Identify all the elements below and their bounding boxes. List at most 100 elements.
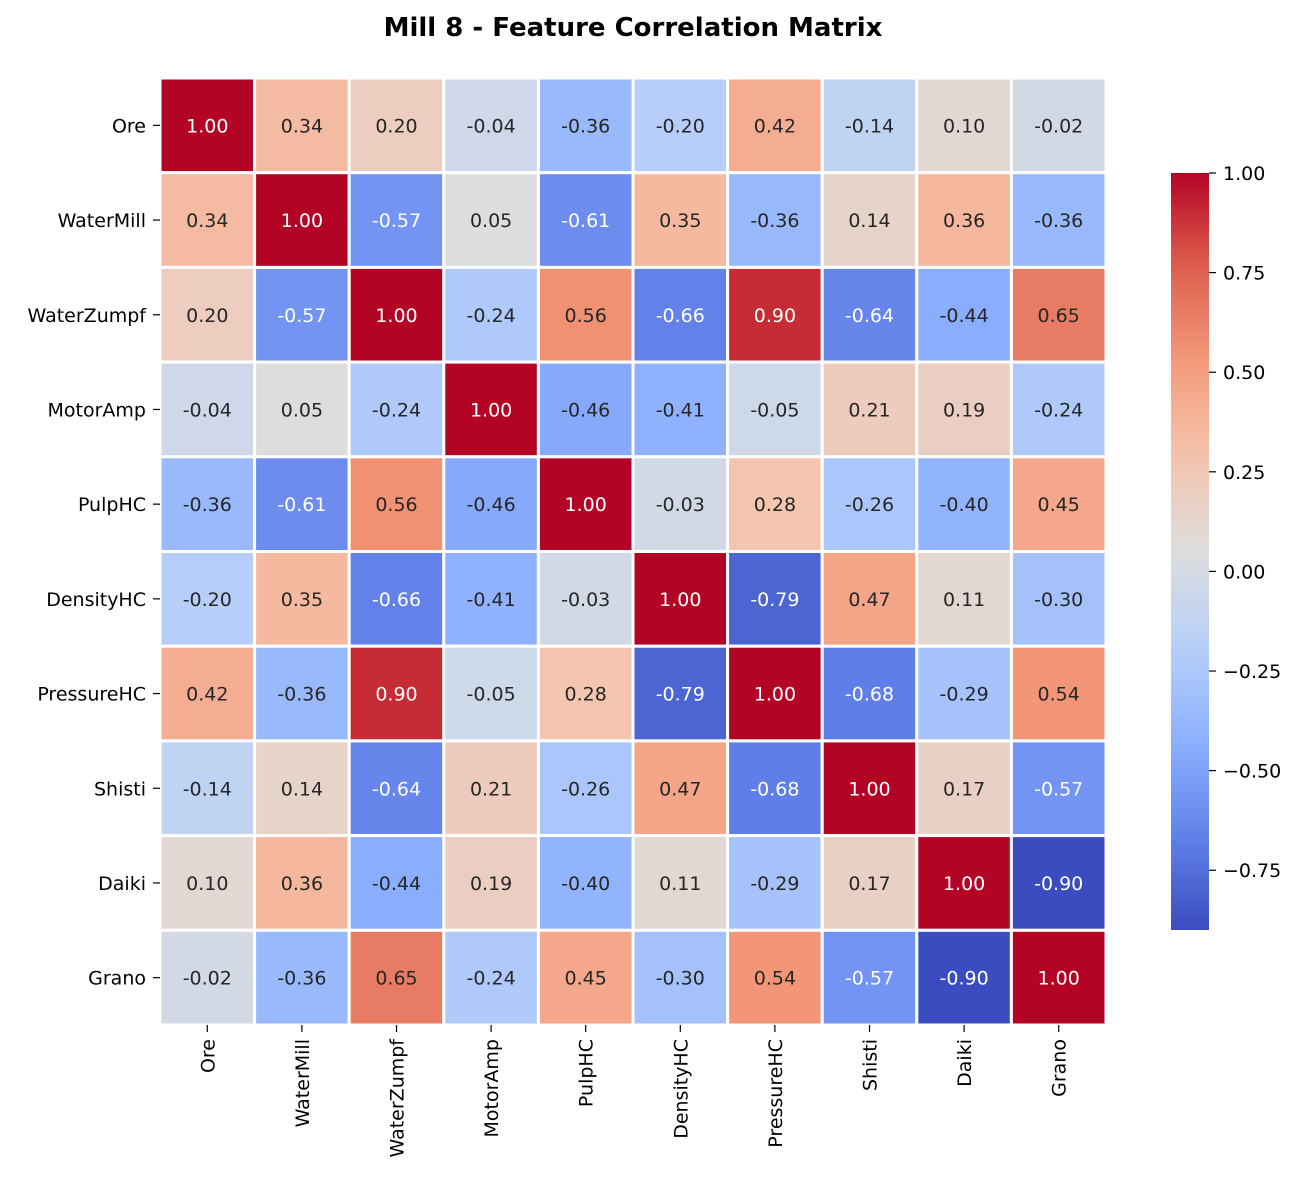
cell-value-label: -0.40 — [940, 494, 989, 516]
cell-value-label: 0.20 — [186, 305, 228, 327]
heatmap-cell-Shisti-PressureHC — [726, 739, 824, 838]
x-tick-label: Shisti — [860, 1039, 882, 1091]
cell-value-label: 0.28 — [754, 494, 796, 516]
cell-value-label: -0.61 — [277, 494, 326, 516]
heatmap-cell-Ore-Grano — [1009, 76, 1108, 175]
heatmap-cell-Shisti-Grano — [1009, 739, 1108, 838]
x-tick-label: Ore — [197, 1039, 219, 1073]
colorbar-tick-label: −0.50 — [1223, 761, 1281, 783]
cell-value-label: 0.17 — [943, 778, 985, 800]
cell-value-label: 1.00 — [943, 873, 985, 895]
y-tick-label: Ore — [112, 115, 146, 137]
y-tick-label: MotorAmp — [48, 399, 146, 421]
cell-value-label: -0.90 — [1034, 873, 1083, 895]
cell-value-label: -0.79 — [750, 589, 799, 611]
heatmap-cell-PressureHC-Daiki — [915, 644, 1013, 743]
heatmap-cell-Grano-DensityHC — [631, 928, 730, 1027]
colorbar-tick-label: 0.25 — [1223, 462, 1265, 484]
cell-value-label: 0.36 — [281, 873, 323, 895]
heatmap-cell-Shisti-Daiki — [915, 739, 1013, 838]
x-tick-label: PulpHC — [576, 1039, 598, 1107]
cell-value-label: 1.00 — [186, 115, 228, 137]
heatmap-cell-WaterMill-Daiki — [915, 171, 1013, 269]
heatmap-cell-WaterMill-MotorAmp — [442, 171, 540, 269]
cell-value-label: -0.30 — [1034, 589, 1083, 611]
cell-value-label: -0.44 — [372, 873, 421, 895]
heatmap-cell-Daiki-PulpHC — [536, 834, 635, 932]
cell-value-label: -0.14 — [845, 115, 894, 137]
cell-value-label: -0.24 — [467, 968, 516, 990]
heatmap-cell-PressureHC-MotorAmp — [442, 644, 540, 743]
cell-value-label: 0.11 — [943, 589, 985, 611]
cell-value-label: 0.42 — [186, 684, 228, 706]
heatmap-cell-PulpHC-PulpHC — [536, 455, 635, 553]
heatmap-cell-Grano-Grano — [1009, 928, 1108, 1027]
heatmap-cell-Shisti-DensityHC — [631, 739, 730, 838]
cell-value-label: 0.14 — [281, 778, 323, 800]
heatmap-cell-PressureHC-DensityHC — [631, 644, 730, 743]
cell-value-label: -0.66 — [656, 305, 705, 327]
heatmap-cell-Shisti-PulpHC — [536, 739, 635, 838]
heatmap-cell-DensityHC-Daiki — [915, 550, 1013, 648]
cell-value-label: -0.02 — [183, 968, 232, 990]
heatmap-cell-MotorAmp-PressureHC — [726, 360, 824, 459]
heatmap-cell-Daiki-WaterMill — [253, 834, 351, 932]
cell-value-label: -0.36 — [561, 115, 610, 137]
heatmap-cell-Ore-WaterMill — [253, 76, 351, 175]
cell-value-label: 0.36 — [943, 210, 985, 232]
cell-value-label: -0.24 — [467, 305, 516, 327]
cell-value-label: -0.36 — [750, 210, 799, 232]
heatmap-cell-WaterZumpf-WaterZumpf — [347, 265, 446, 364]
cell-value-label: 0.35 — [281, 589, 323, 611]
x-tick-label: WaterZumpf — [387, 1038, 409, 1158]
cell-value-label: 0.90 — [375, 684, 417, 706]
x-axis: Ore WaterMill WaterZumpf MotorAmp PulpHC Dens… — [197, 1025, 1071, 1158]
colorbar-tick-label: 0.00 — [1223, 561, 1265, 583]
cell-value-label: 0.54 — [1038, 684, 1080, 706]
cell-value-label: 1.00 — [470, 399, 512, 421]
heatmap-cell-WaterMill-Grano — [1009, 171, 1108, 269]
cell-value-label: -0.24 — [372, 399, 421, 421]
cell-value-label: 0.19 — [470, 873, 512, 895]
cell-value-label: -0.04 — [467, 115, 516, 137]
cell-value-label: 0.10 — [943, 115, 985, 137]
cell-value-label: 1.00 — [281, 210, 323, 232]
cell-value-label: -0.57 — [845, 968, 894, 990]
cell-value-label: -0.05 — [467, 684, 516, 706]
heatmap-cell-Daiki-Shisti — [820, 834, 919, 932]
x-tick-label: Grano — [1049, 1039, 1071, 1097]
heatmap-cell-Grano-Shisti — [820, 928, 919, 1027]
heatmap-cell-DensityHC-WaterZumpf — [347, 550, 446, 648]
cell-value-label: 0.56 — [375, 494, 417, 516]
x-tick-label: WaterMill — [292, 1039, 314, 1127]
heatmap-cell-WaterMill-PressureHC — [726, 171, 824, 269]
cell-value-label: 1.00 — [1038, 968, 1080, 990]
y-tick-label: Daiki — [98, 873, 146, 895]
cell-value-label: -0.14 — [183, 778, 232, 800]
colorbar-tick-label: −0.25 — [1223, 661, 1281, 683]
cell-value-label: -0.36 — [183, 494, 232, 516]
cell-value-label: -0.57 — [372, 210, 421, 232]
heatmap-cell-Shisti-WaterMill — [253, 739, 351, 838]
cell-value-label: 1.00 — [848, 778, 890, 800]
cell-value-label: 0.14 — [848, 210, 890, 232]
cell-value-label: -0.44 — [940, 305, 989, 327]
cell-value-label: -0.64 — [372, 778, 421, 800]
cell-value-label: 1.00 — [659, 589, 701, 611]
colorbar-tick-label: 0.50 — [1223, 362, 1265, 384]
colorbar-tick-label: 0.75 — [1223, 263, 1265, 285]
cell-value-label: 0.65 — [1038, 305, 1080, 327]
heatmap-cell-MotorAmp-Ore — [158, 360, 257, 459]
cell-value-label: 0.54 — [754, 968, 796, 990]
heatmap-cell-PulpHC-WaterMill — [253, 455, 351, 553]
cell-value-label: 0.90 — [754, 305, 796, 327]
heatmap-cell-Daiki-Daiki — [915, 834, 1013, 932]
cell-value-label: 0.47 — [848, 589, 890, 611]
cell-value-label: -0.29 — [940, 684, 989, 706]
cell-value-label: -0.40 — [561, 873, 610, 895]
cell-value-label: -0.68 — [845, 684, 894, 706]
cell-value-label: -0.26 — [561, 778, 610, 800]
cell-value-label: -0.57 — [1034, 778, 1083, 800]
cell-value-label: 0.17 — [848, 873, 890, 895]
